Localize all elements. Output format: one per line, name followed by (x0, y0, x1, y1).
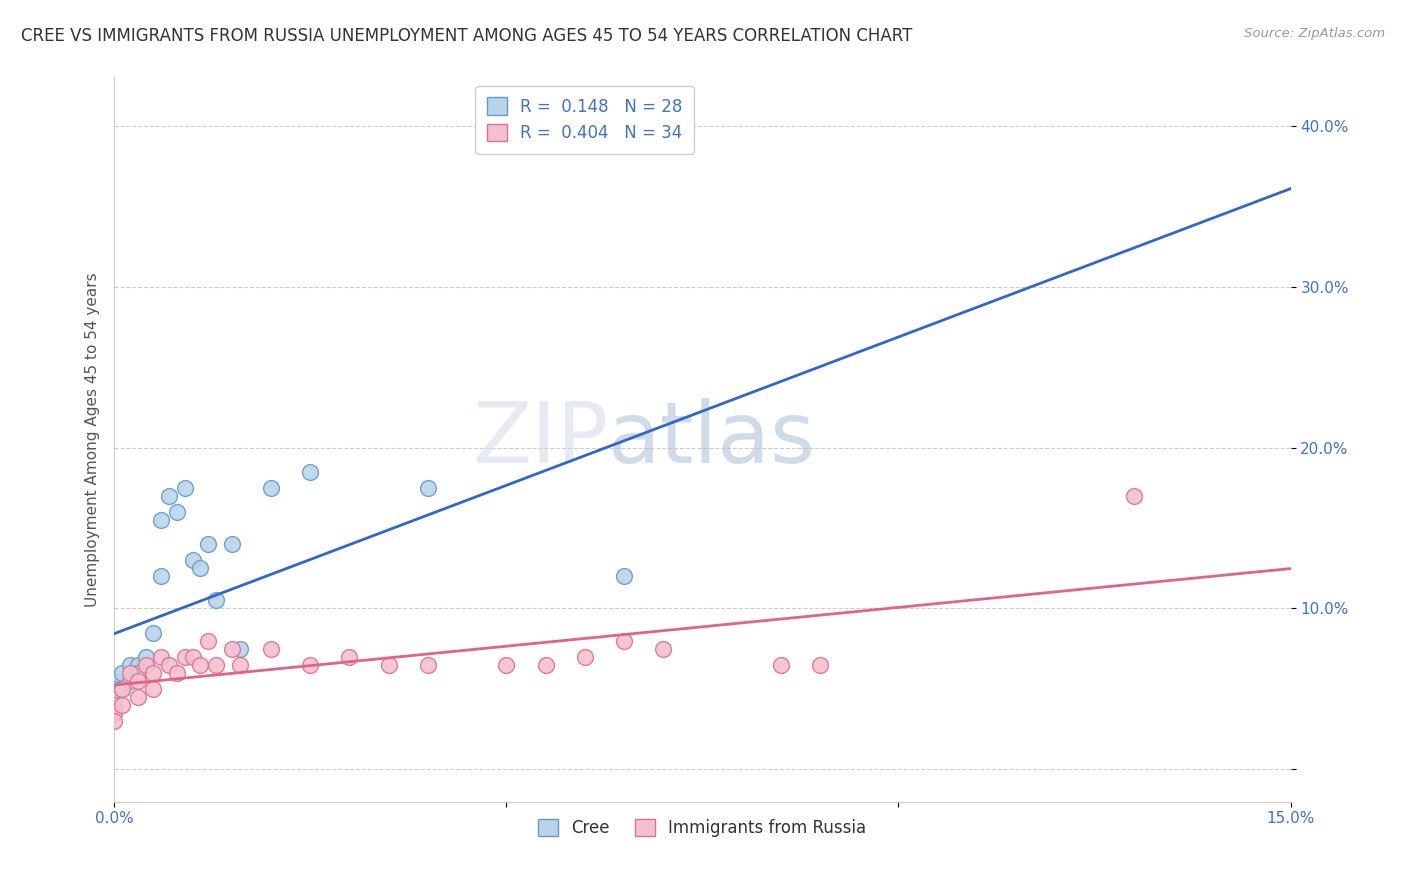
Point (166, 665, 188, 680)
Point (173, 481, 195, 495)
Point (205, 593, 228, 607)
Point (142, 665, 165, 680)
Text: ZIP: ZIP (472, 398, 609, 481)
Point (118, 657, 141, 672)
Point (127, 657, 149, 672)
Point (103, 706, 125, 720)
Point (127, 673, 149, 688)
Point (111, 698, 134, 712)
Point (416, 657, 439, 672)
Point (808, 657, 831, 672)
Point (127, 665, 149, 680)
Point (190, 657, 212, 672)
Point (221, 641, 243, 656)
Point (118, 665, 141, 680)
Point (150, 513, 173, 527)
Point (339, 649, 361, 664)
Point (157, 489, 180, 503)
Point (142, 681, 165, 696)
Point (377, 657, 399, 672)
Point (181, 649, 204, 664)
Point (205, 657, 228, 672)
Point (150, 569, 173, 583)
Point (190, 561, 212, 575)
Point (1122, 489, 1144, 503)
Point (127, 690, 149, 704)
Point (416, 481, 439, 495)
Point (166, 505, 188, 519)
Text: atlas: atlas (609, 398, 817, 481)
Legend: Cree, Immigrants from Russia: Cree, Immigrants from Russia (531, 813, 873, 844)
Point (574, 649, 596, 664)
Point (142, 625, 165, 640)
Point (197, 537, 219, 551)
Point (173, 649, 195, 664)
Y-axis label: Unemployment Among Ages 45 to 54 years: Unemployment Among Ages 45 to 54 years (86, 272, 100, 607)
Point (613, 633, 636, 648)
Point (157, 657, 180, 672)
Point (103, 706, 125, 720)
Point (299, 465, 322, 479)
Point (260, 481, 283, 495)
Point (103, 714, 125, 728)
Text: Source: ZipAtlas.com: Source: ZipAtlas.com (1244, 27, 1385, 40)
Point (221, 537, 243, 551)
Point (111, 665, 134, 680)
Point (103, 698, 125, 712)
Point (495, 657, 517, 672)
Point (260, 641, 283, 656)
Point (652, 641, 675, 656)
Point (135, 657, 157, 672)
Point (103, 681, 125, 696)
Point (613, 569, 636, 583)
Point (111, 681, 134, 696)
Point (111, 681, 134, 696)
Text: CREE VS IMMIGRANTS FROM RUSSIA UNEMPLOYMENT AMONG AGES 45 TO 54 YEARS CORRELATIO: CREE VS IMMIGRANTS FROM RUSSIA UNEMPLOYM… (21, 27, 912, 45)
Point (103, 698, 125, 712)
Point (135, 649, 157, 664)
Point (299, 657, 322, 672)
Point (197, 633, 219, 648)
Point (103, 673, 125, 688)
Point (103, 690, 125, 704)
Point (228, 641, 250, 656)
Point (118, 673, 141, 688)
Point (769, 657, 792, 672)
Point (150, 649, 173, 664)
Point (534, 657, 557, 672)
Point (181, 553, 204, 567)
Point (228, 657, 250, 672)
